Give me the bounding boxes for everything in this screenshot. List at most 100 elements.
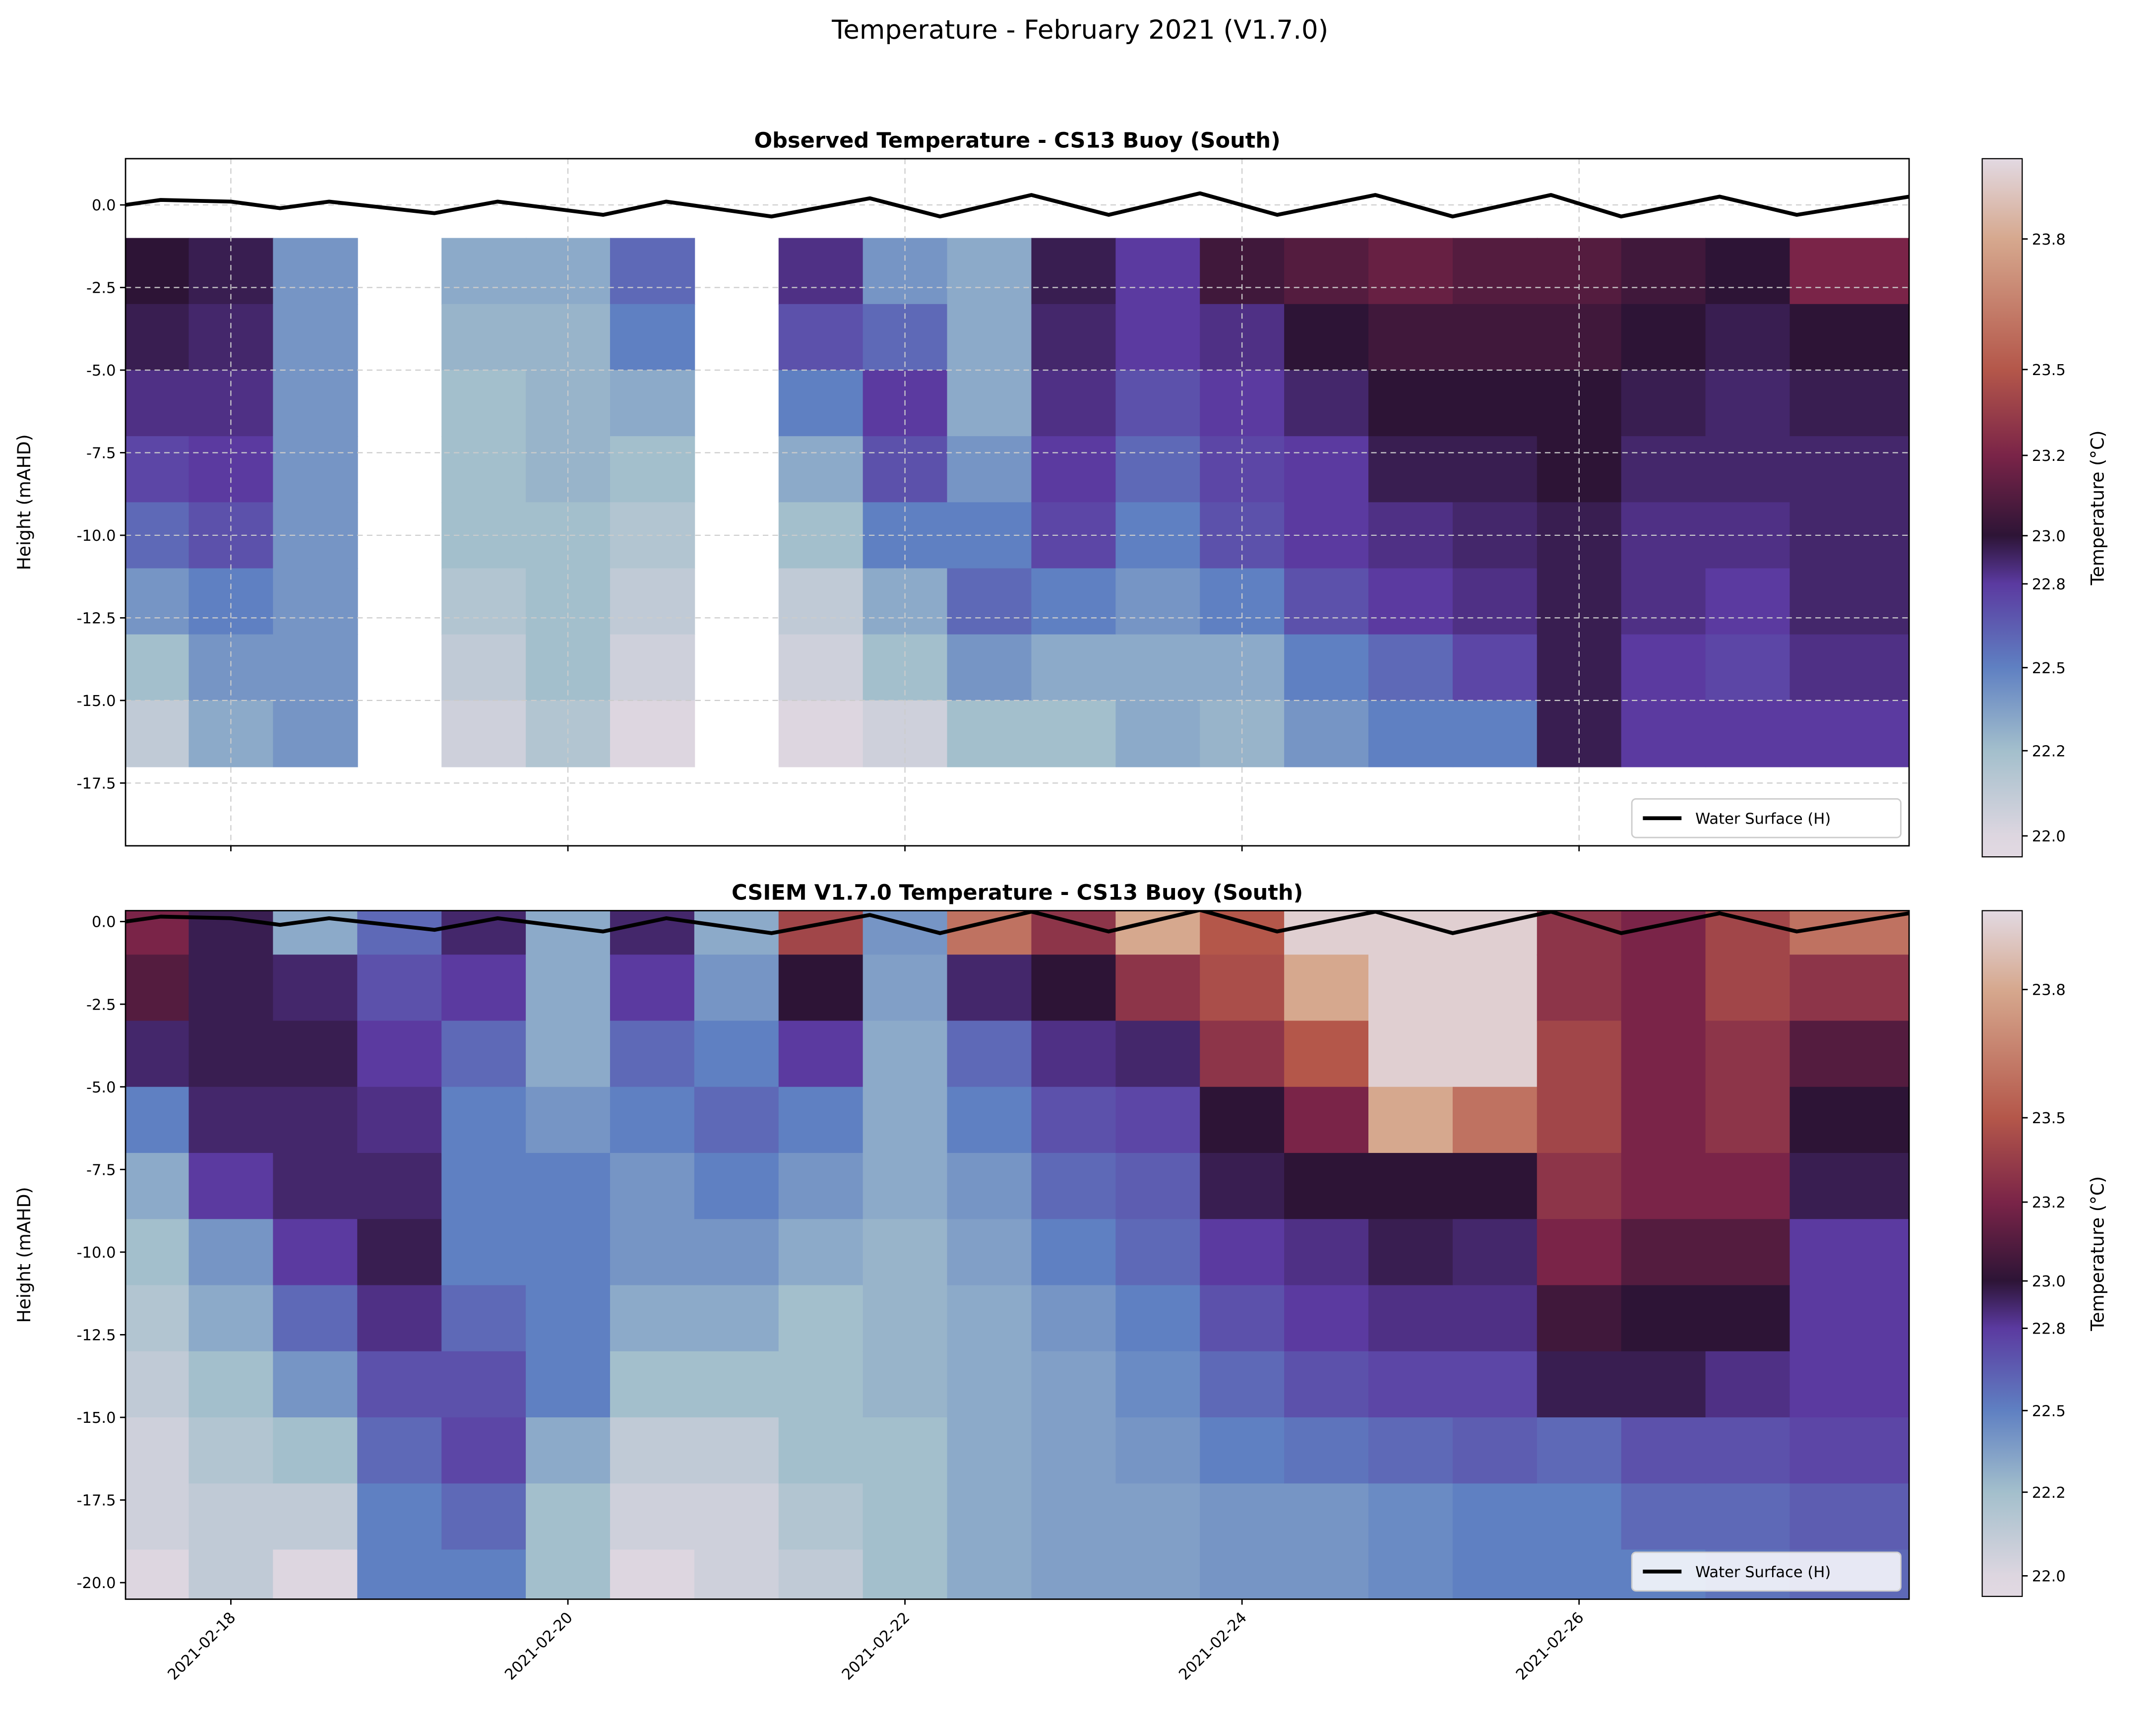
colorbar-tick-label: 23.0	[2032, 1273, 2066, 1290]
heatmap-cell	[441, 1549, 527, 1599]
heatmap-cell	[1705, 304, 1790, 371]
heatmap-cell	[1705, 238, 1790, 305]
heatmap-cell	[1705, 436, 1790, 503]
colorbar-label: Temperature (°C)	[2087, 1176, 2108, 1332]
heatmap-cell	[1368, 1351, 1454, 1418]
heatmap-cell	[1452, 568, 1538, 636]
heatmap-cell	[273, 238, 358, 305]
heatmap-cell	[778, 1549, 864, 1599]
heatmap-cell	[1368, 1086, 1454, 1154]
heatmap-cell	[1115, 238, 1201, 305]
heatmap-cell	[694, 955, 780, 1021]
heatmap-cell	[694, 1152, 780, 1220]
heatmap-cell	[947, 1285, 1032, 1352]
heatmap-cell	[610, 634, 695, 702]
heatmap-cell	[441, 1285, 527, 1352]
y-tick-label: -15.0	[76, 1409, 116, 1427]
heatmap-cell	[1200, 1285, 1285, 1352]
heatmap-cell	[1705, 1483, 1790, 1550]
heatmap-cell	[1031, 370, 1116, 437]
heatmap-cell	[947, 436, 1032, 503]
heatmap	[125, 238, 1910, 767]
heatmap-cell	[441, 238, 527, 305]
heatmap-cell	[125, 238, 189, 305]
heatmap-cell	[357, 1219, 442, 1286]
heatmap-cell	[1200, 1152, 1285, 1220]
heatmap-cell	[1621, 304, 1706, 371]
colorbar-tick-label: 22.5	[2032, 1403, 2066, 1420]
heatmap-cell	[1452, 304, 1538, 371]
colorbar-tick-label: 23.2	[2032, 447, 2066, 465]
heatmap-cell	[1452, 1086, 1538, 1154]
colorbar-tick-label: 23.2	[2032, 1194, 2066, 1212]
colorbar-tick-label: 22.2	[2032, 743, 2066, 760]
heatmap-cell	[1115, 304, 1201, 371]
water-surface-line	[125, 191, 1910, 219]
colorbar	[1981, 910, 2023, 1597]
heatmap-cell	[1789, 634, 1910, 702]
heatmap-cell	[188, 1285, 274, 1352]
heatmap-cell	[1537, 955, 1622, 1021]
heatmap-cell	[1705, 1152, 1790, 1220]
colorbar-tick-label: 22.8	[2032, 576, 2066, 593]
heatmap-cell	[1115, 1483, 1201, 1550]
y-tick-label: -17.5	[76, 1492, 116, 1510]
heatmap-cell	[1452, 1152, 1538, 1220]
heatmap-cell	[1621, 955, 1706, 1021]
heatmap-cell	[947, 634, 1032, 702]
heatmap-cell	[1031, 436, 1116, 503]
heatmap-cell	[1284, 1417, 1369, 1484]
heatmap-cell	[1452, 1483, 1538, 1550]
heatmap-cell	[441, 1086, 527, 1154]
y-tick-label: -5.0	[86, 1079, 116, 1096]
heatmap-cell	[778, 1285, 864, 1352]
heatmap-cell	[610, 568, 695, 636]
heatmap-cell	[1284, 1152, 1369, 1220]
heatmap-cell	[441, 568, 527, 636]
heatmap-cell	[1452, 436, 1538, 503]
heatmap-cell	[1789, 238, 1910, 305]
colorbar-tick-label: 22.8	[2032, 1321, 2066, 1338]
heatmap-cell	[125, 1483, 189, 1550]
heatmap-cell	[947, 1417, 1032, 1484]
y-tick-label: -12.5	[76, 1327, 116, 1344]
heatmap-cell	[610, 700, 695, 767]
legend-box	[1631, 798, 1902, 838]
heatmap-cell	[610, 370, 695, 437]
colorbar-tick-label: 22.5	[2032, 660, 2066, 677]
legend-label: Water Surface (H)	[1695, 810, 1831, 828]
heatmap-cell	[778, 1219, 864, 1286]
heatmap-cell	[778, 1351, 864, 1418]
heatmap-cell	[188, 1020, 274, 1088]
heatmap-cell	[1115, 436, 1201, 503]
heatmap-cell	[526, 1152, 611, 1220]
heatmap-cell	[125, 955, 189, 1021]
heatmap-cell	[1789, 1483, 1910, 1550]
heatmap-cell	[1031, 634, 1116, 702]
panel-model: CSIEM V1.7.0 Temperature - CS13 Buoy (So…	[13, 880, 2108, 1683]
heatmap-cell	[1284, 1020, 1369, 1088]
heatmap-cell	[1705, 1219, 1790, 1286]
panel-title: CSIEM V1.7.0 Temperature - CS13 Buoy (So…	[732, 880, 1303, 905]
heatmap-cell	[694, 1549, 780, 1599]
water-surface-line	[125, 910, 1910, 935]
heatmap-cell	[1368, 955, 1454, 1021]
heatmap-cell	[1537, 1351, 1622, 1418]
heatmap-cell	[1452, 1285, 1538, 1352]
heatmap-cell	[778, 955, 864, 1021]
heatmap-cell	[610, 1483, 695, 1550]
heatmap-cell	[1368, 910, 1454, 956]
heatmap-cell	[1789, 568, 1910, 636]
heatmap-cell	[1284, 304, 1369, 371]
axes-frame	[124, 158, 1910, 847]
heatmap-cell	[610, 238, 695, 305]
heatmap-cell	[862, 1483, 948, 1550]
heatmap-cell	[1284, 238, 1369, 305]
heatmap-cell	[1621, 1483, 1706, 1550]
heatmap-cell	[125, 1285, 189, 1352]
heatmap-cell	[1031, 568, 1116, 636]
heatmap-cell	[1368, 1020, 1454, 1088]
heatmap-cell	[1200, 955, 1285, 1021]
y-axis-label: Height (mAHD)	[13, 434, 35, 570]
heatmap-cell	[1031, 1285, 1116, 1352]
